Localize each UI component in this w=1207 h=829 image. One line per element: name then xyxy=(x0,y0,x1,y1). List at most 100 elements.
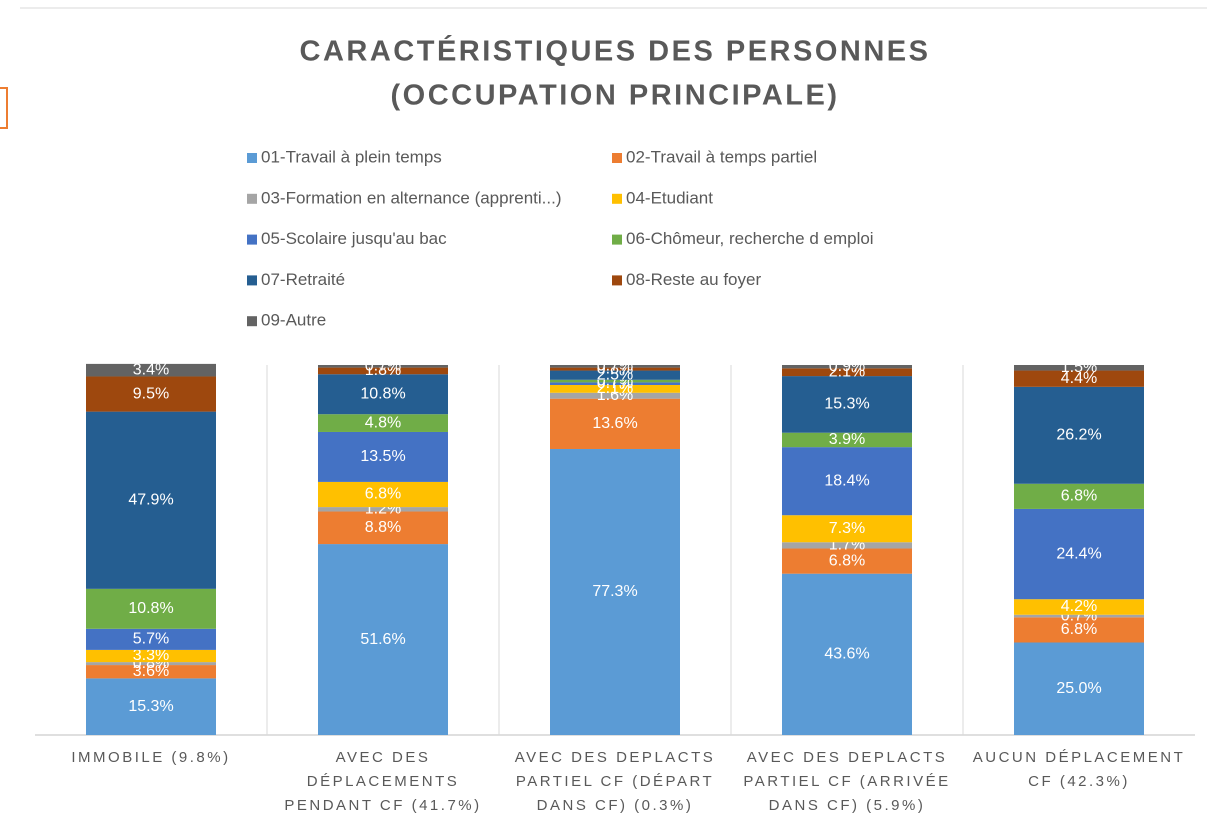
data-label: 3.6% xyxy=(133,663,169,680)
legend-swatch xyxy=(247,316,257,327)
legend-swatch xyxy=(247,234,257,245)
decoration xyxy=(0,87,8,129)
bar-segment xyxy=(86,376,216,412)
bar-segment xyxy=(782,365,912,369)
data-label: 6.8% xyxy=(1061,488,1097,505)
data-label: 10.8% xyxy=(128,600,173,617)
bar-segment xyxy=(318,414,448,432)
legend-label: 08-Reste au foyer xyxy=(626,270,761,289)
data-label: 4.4% xyxy=(1061,370,1097,387)
bar-segment xyxy=(1014,483,1144,509)
data-label: 24.4% xyxy=(1056,545,1101,562)
bar-segment xyxy=(782,515,912,543)
legend-label: 07-Retraité xyxy=(261,270,345,289)
legend-label: 09-Autre xyxy=(261,311,326,330)
data-label: 3.9% xyxy=(829,431,865,448)
bar-segment xyxy=(550,365,680,368)
data-label: 4.2% xyxy=(1061,598,1097,615)
data-label: 3.4% xyxy=(133,361,169,378)
data-label: 7.3% xyxy=(829,520,865,537)
data-label: 0.7% xyxy=(365,358,401,375)
bar-segment xyxy=(1014,642,1144,735)
data-label: 6.8% xyxy=(829,552,865,569)
legend-label: 01-Travail à plein temps xyxy=(261,147,442,166)
bar-segment xyxy=(550,448,680,735)
data-label: 0.9% xyxy=(829,358,865,375)
chart-title: CARACTÉRISTIQUES DES PERSONNES xyxy=(300,34,931,68)
data-label: 10.8% xyxy=(360,385,405,402)
data-label: 8.8% xyxy=(365,519,401,536)
x-tick-label: IMMOBILE (9.8%) xyxy=(71,749,231,766)
bar-segment xyxy=(782,368,912,377)
bar-segment xyxy=(1014,617,1144,643)
legend-label: 03-Formation en alternance (apprenti...) xyxy=(261,188,562,207)
legend-swatch xyxy=(247,153,257,163)
bar-segment xyxy=(550,379,680,383)
legend-swatch xyxy=(612,193,622,204)
bar-segment xyxy=(1014,599,1144,615)
bar-segment xyxy=(550,392,680,399)
bar-segment xyxy=(782,542,912,549)
bar-segment xyxy=(1014,614,1144,618)
data-label: 6.8% xyxy=(1061,621,1097,638)
data-label: 18.4% xyxy=(824,472,869,489)
bar-segment xyxy=(86,665,216,679)
bar-segment xyxy=(1014,508,1144,600)
bar-segment xyxy=(1014,370,1144,387)
bar-segment xyxy=(550,382,680,385)
bar-segment xyxy=(318,367,448,375)
bar-segment xyxy=(550,384,680,393)
data-label: 15.3% xyxy=(128,698,173,715)
bar-segment xyxy=(550,367,680,371)
legend-swatch xyxy=(612,153,622,163)
bar-segment xyxy=(86,649,216,663)
bar-segment xyxy=(86,363,216,377)
data-label: 2.5% xyxy=(597,366,633,383)
data-label: 43.6% xyxy=(824,646,869,663)
data-label: 13.6% xyxy=(592,415,637,432)
legend-swatch xyxy=(247,275,257,286)
bar-segment xyxy=(86,678,216,735)
bar-segment xyxy=(86,588,216,629)
bar-segment xyxy=(782,447,912,516)
bar-segment xyxy=(550,398,680,449)
bar-segment xyxy=(318,374,448,415)
x-tick-label: AVEC DES DEPLACTS PARTIEL CF (ARRIVÉE DA… xyxy=(743,749,951,814)
legend-swatch xyxy=(612,234,622,245)
data-label: 15.3% xyxy=(824,396,869,413)
bar-segment xyxy=(318,544,448,735)
bar-segment xyxy=(318,481,448,508)
data-label: 0.8% xyxy=(597,360,633,377)
data-label: 26.2% xyxy=(1056,427,1101,444)
data-label: 5.7% xyxy=(133,631,169,648)
data-label: 4.8% xyxy=(365,414,401,431)
data-label: 13.5% xyxy=(360,448,405,465)
bar-segment xyxy=(782,573,912,735)
bar-segment xyxy=(782,376,912,433)
bar-segment xyxy=(782,548,912,574)
bar-segment xyxy=(318,507,448,512)
data-label: 25.0% xyxy=(1056,680,1101,697)
data-label: 77.3% xyxy=(592,583,637,600)
data-label: 51.6% xyxy=(360,631,405,648)
bar-segment xyxy=(1014,365,1144,371)
chart-title: (OCCUPATION PRINCIPALE) xyxy=(391,80,840,112)
legend-label: 06-Chômeur, recherche d emploi xyxy=(626,229,874,248)
legend-label: 02-Travail à temps partiel xyxy=(626,147,817,166)
x-tick-label: AUCUN DÉPLACEMENT CF (42.3%) xyxy=(972,749,1186,790)
data-label: 3.3% xyxy=(133,647,169,664)
legend-label: 04-Etudiant xyxy=(626,188,713,207)
x-tick-label: AVEC DES DÉPLACEMENTS PENDANT CF (41.7%) xyxy=(284,749,482,814)
bar-segment xyxy=(318,431,448,482)
bar-segment xyxy=(550,370,680,380)
data-label: 6.8% xyxy=(365,486,401,503)
legend-label: 05-Scolaire jusqu'au bac xyxy=(261,229,447,248)
data-label: 1.5% xyxy=(1061,359,1097,376)
bar-segment xyxy=(782,432,912,448)
legend-swatch xyxy=(612,275,622,286)
x-tick-label: AVEC DES DEPLACTS PARTIEL CF (DÉPART DAN… xyxy=(514,749,716,814)
bar-segment xyxy=(86,411,216,589)
data-label: 47.9% xyxy=(128,491,173,508)
